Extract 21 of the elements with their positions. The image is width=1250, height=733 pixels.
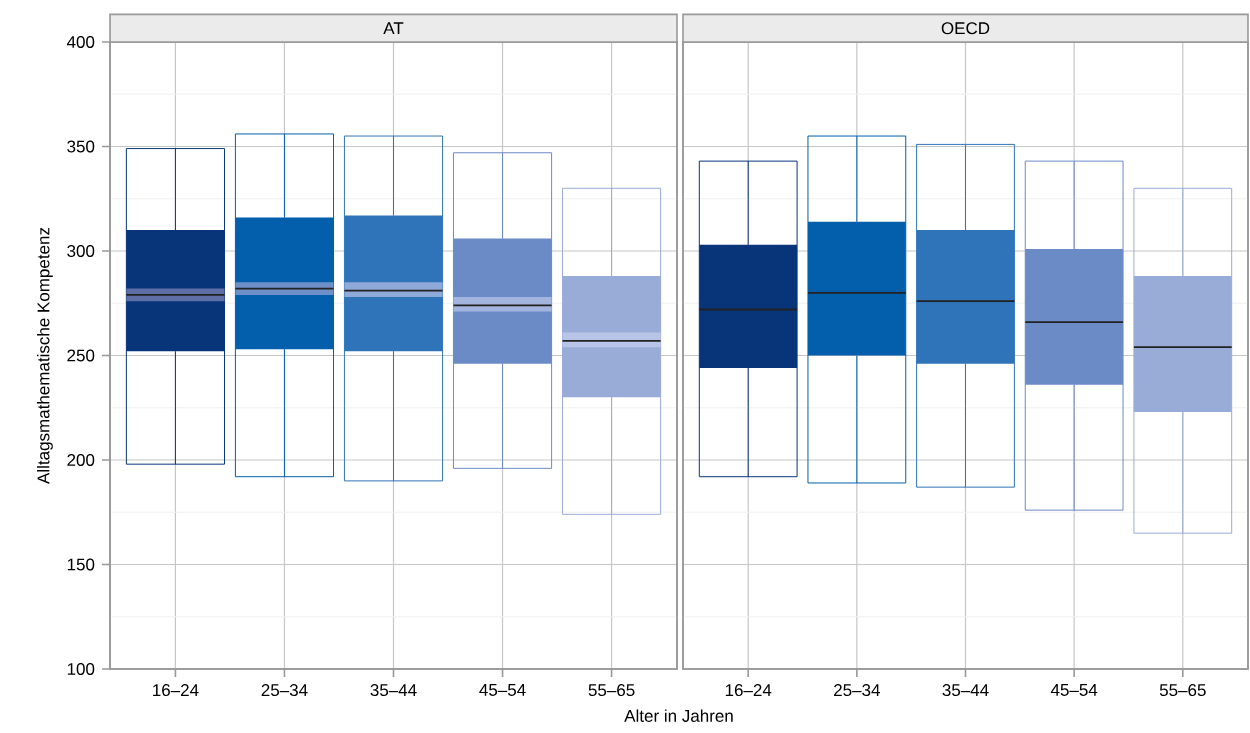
- x-tick-label: 16–24: [725, 684, 772, 697]
- x-tick-label: 45–54: [479, 684, 526, 696]
- x-tick-label: 55–65: [588, 684, 635, 697]
- x-axis-title: Alter in Jahren: [624, 709, 733, 722]
- y-tick-label: 400: [66, 35, 95, 48]
- y-tick-label: 150: [67, 558, 95, 571]
- y-axis-title: Alltagsmathematische Kompetenz: [36, 227, 53, 484]
- chart-title: AT: [383, 22, 404, 35]
- x-tick-label: 25–34: [834, 684, 880, 697]
- x-tick-label: 35–44: [942, 684, 989, 697]
- x-tick-label: 16–24: [153, 684, 199, 697]
- chart-title: OECD: [941, 22, 990, 35]
- y-tick-label: 200: [67, 453, 95, 466]
- y-tick-label: 300: [67, 244, 95, 257]
- y-tick-label: 250: [67, 349, 95, 362]
- x-tick-label: 45–54: [1050, 684, 1098, 696]
- x-tick-label: 55–65: [1159, 684, 1206, 697]
- x-tick-label: 35–44: [370, 684, 417, 697]
- x-tick-label: 25–34: [261, 684, 308, 697]
- y-tick-label: 100: [67, 662, 95, 675]
- y-tick-label: 350: [67, 140, 95, 153]
